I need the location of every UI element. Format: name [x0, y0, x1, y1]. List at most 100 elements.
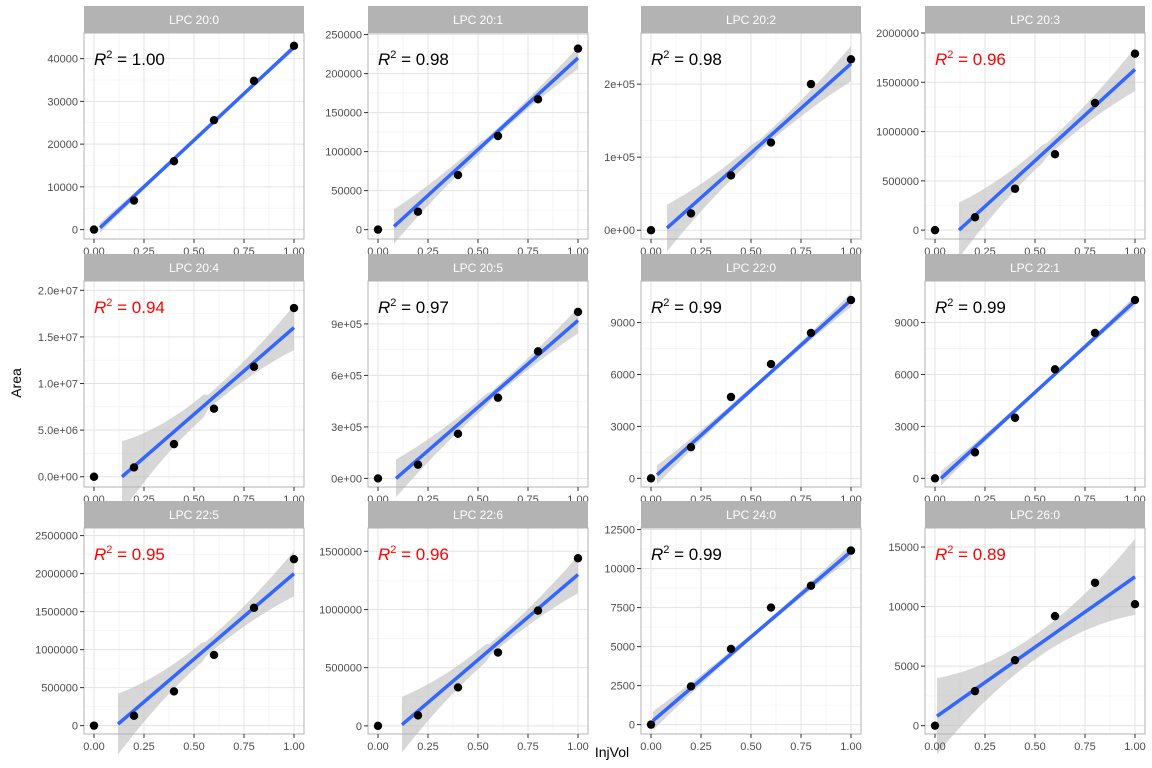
data-point [453, 170, 463, 180]
facet-title: LPC 20:3 [1010, 13, 1060, 27]
y-tick-label: 500000 [882, 176, 919, 188]
y-tick-label: 250000 [325, 30, 362, 42]
r2-annotation: R2 = 0.97 [378, 297, 449, 317]
x-tick-label: 0.00 [924, 741, 945, 753]
data-point [413, 711, 423, 720]
data-point [493, 648, 503, 657]
y-tick-label: 20000 [47, 139, 78, 151]
x-tick-label: 1.00 [1124, 741, 1145, 753]
y-tick-label: 2.0e+07 [38, 285, 78, 297]
x-tick-label: 0.00 [640, 741, 661, 753]
y-tick-label: 0 [913, 225, 919, 237]
data-point [249, 362, 259, 371]
confidence-band [959, 47, 1135, 258]
data-point [453, 683, 463, 692]
data-point [573, 44, 583, 53]
y-tick-label: 3000 [611, 421, 635, 433]
data-point [169, 439, 179, 449]
y-tick-label: 30000 [47, 96, 78, 108]
r2-superscript: 2 [106, 544, 112, 556]
r2-symbol: R [94, 298, 106, 317]
data-point [1090, 328, 1100, 338]
y-tick-label: 200000 [325, 69, 362, 81]
r2-value: = 0.99 [669, 545, 721, 564]
facet-panel: LPC 26:0 R2 = 0.89 0.00 0.25 0.50 0.75 1.00 0 50… [888, 501, 1146, 755]
facet-panel: LPC 20:4R2 = 0.940.00 0.25 0.50 0.75 1.000.0… [38, 254, 305, 513]
y-tick-label: 2000000 [35, 569, 78, 581]
data-point [646, 720, 656, 729]
y-tick-label: 0.0e+00 [38, 472, 78, 484]
y-tick-label: 0 [72, 721, 78, 733]
regression-line [392, 56, 580, 228]
r2-superscript: 2 [663, 544, 669, 556]
x-tick-label: 0.75 [1074, 741, 1095, 753]
regression-line [400, 573, 580, 727]
data-point [1010, 184, 1020, 193]
data-point [573, 554, 583, 563]
x-tick-label: 0.25 [133, 741, 154, 753]
r2-annotation: R2 = 0.94 [94, 297, 165, 317]
y-tick-label: 1500000 [876, 77, 919, 89]
x-tick-label: 0.50 [183, 741, 204, 753]
data-point [646, 474, 656, 483]
data-point [89, 472, 99, 481]
facet-strip [84, 501, 304, 528]
y-tick-label: 500000 [325, 663, 362, 675]
y-tick-label: 15000 [888, 542, 919, 554]
facet-panel: LPC 20:0R2 = 1.000.00 0.25 0.50 0.75 1.00010… [47, 6, 305, 258]
facet-strip [368, 6, 588, 33]
y-tick-label: 0 [913, 473, 919, 485]
data-point [806, 79, 816, 89]
facet-panel: LPC 24:0R2 = 0.990.00 0.25 0.50 0.75 1.00025… [604, 501, 862, 753]
r2-annotation: R2 = 1.00 [94, 49, 165, 69]
facet-strip [368, 501, 588, 528]
facet-strip [641, 254, 861, 281]
data-point [533, 347, 543, 356]
y-tick-label: 5000 [611, 642, 635, 654]
data-point [686, 442, 696, 452]
data-point [1010, 413, 1020, 422]
x-tick-label: 0.50 [467, 741, 488, 753]
data-point [970, 686, 980, 696]
facet-strip [368, 254, 588, 281]
x-tick-label: 1.00 [283, 741, 304, 753]
data-point [493, 393, 503, 402]
r2-value: = 0.98 [669, 50, 721, 69]
facet-title: LPC 24:0 [726, 508, 776, 522]
y-tick-label: 40000 [47, 54, 78, 66]
r2-superscript: 2 [663, 49, 669, 61]
data-point [373, 721, 383, 731]
r2-value: = 0.99 [953, 298, 1005, 317]
data-point [846, 295, 856, 305]
x-tick-label: 1.00 [567, 741, 588, 753]
r2-value: = 0.96 [396, 545, 448, 564]
y-tick-label: 0e+00 [604, 225, 635, 237]
x-tick-label: 0.50 [1024, 741, 1045, 753]
y-tick-label: 7500 [611, 603, 635, 615]
x-tick-label: 1.00 [840, 741, 861, 753]
y-tick-label: 6000 [895, 369, 919, 381]
r2-symbol: R [935, 50, 947, 69]
r2-annotation: R2 = 0.99 [935, 297, 1006, 317]
y-tick-label: 6e+05 [331, 370, 362, 382]
data-point [930, 225, 940, 235]
y-tick-label: 1.5e+07 [38, 332, 78, 344]
data-point [1090, 98, 1100, 108]
data-point [970, 448, 980, 457]
r2-value: = 0.95 [112, 545, 164, 564]
y-tick-label: 9000 [895, 318, 919, 330]
y-tick-label: 3e+05 [331, 422, 362, 434]
x-tick-label: 0.00 [367, 741, 388, 753]
data-point [646, 226, 656, 235]
data-point [209, 650, 219, 660]
r2-symbol: R [94, 545, 106, 564]
r2-annotation: R2 = 0.89 [935, 544, 1006, 564]
regression-line [394, 319, 580, 480]
r2-symbol: R [378, 298, 390, 317]
r2-annotation: R2 = 0.98 [378, 49, 449, 69]
data-point [209, 404, 219, 413]
data-point [129, 463, 139, 472]
facet-title: LPC 20:4 [169, 261, 219, 275]
r2-value: = 1.00 [112, 50, 164, 69]
data-point [686, 209, 696, 218]
